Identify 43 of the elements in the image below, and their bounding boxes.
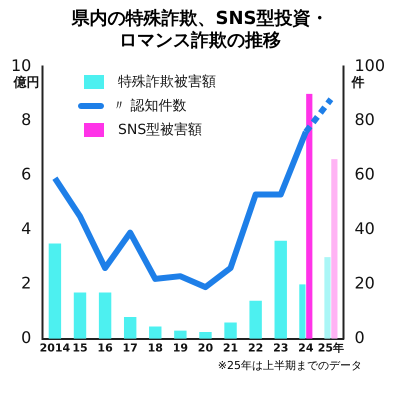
y2-tick-label: 60 xyxy=(354,164,375,184)
x-tick-label: 19 xyxy=(172,341,188,354)
bar xyxy=(249,300,262,339)
y-tick-label: 2 xyxy=(21,274,32,293)
bar xyxy=(331,159,338,339)
x-tick-label: 17 xyxy=(122,341,138,354)
y-tick-label: 0 xyxy=(21,328,32,347)
y2-axis-title: 件 xyxy=(350,76,364,91)
x-tick-label: 18 xyxy=(148,341,163,354)
x-tick-label: 16 xyxy=(97,341,114,354)
y-tick-label: 6 xyxy=(21,164,32,184)
bar xyxy=(174,330,187,339)
x-tick-label: 22 xyxy=(248,341,264,354)
x-tick-label: 21 xyxy=(222,341,238,354)
x-tick-label: 23 xyxy=(273,341,288,354)
y-tick-label: 10 xyxy=(11,56,32,75)
x-tick-label: 25年 xyxy=(318,341,344,354)
legend-label: SNS型被害額 xyxy=(118,121,202,140)
bar xyxy=(224,322,237,339)
x-tick-label: 15 xyxy=(72,341,88,354)
x-tick-label: 2014 xyxy=(40,341,71,354)
y2-tick-label: 20 xyxy=(354,274,375,293)
bar xyxy=(124,317,136,339)
y2-tick-label: 0 xyxy=(354,328,365,347)
y2-tick-label: 40 xyxy=(354,219,375,238)
bar xyxy=(74,292,86,339)
text: ※25年は上半期までのデータ xyxy=(216,358,363,373)
y2-tick-label: 100 xyxy=(354,56,386,75)
y-tick-label: 8 xyxy=(21,110,32,130)
x-tick-label: 20 xyxy=(198,341,214,354)
bar xyxy=(48,244,62,339)
legend-label: 〃 認知件数 xyxy=(112,97,186,116)
x-tick-label: 24 xyxy=(298,341,314,354)
y-axis-title: 億円 xyxy=(12,74,40,91)
bar xyxy=(149,326,162,339)
bar xyxy=(274,240,287,339)
bar xyxy=(98,292,112,339)
bar xyxy=(199,332,212,339)
y2-tick-label: 80 xyxy=(354,110,375,130)
bar xyxy=(306,94,312,339)
y-tick-label: 4 xyxy=(21,219,32,238)
chart-title: 県内の特殊詐欺、SNS型投資・ロマンス詐欺の推移 xyxy=(70,8,330,53)
legend-label: 特殊詐欺被害額 xyxy=(118,73,216,92)
